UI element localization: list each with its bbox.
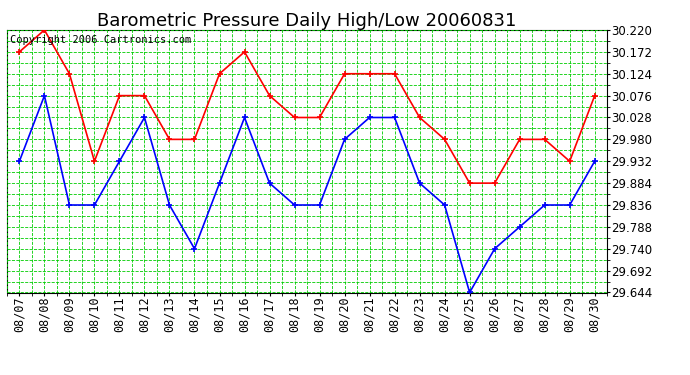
Text: Copyright 2006 Cartronics.com: Copyright 2006 Cartronics.com <box>10 35 191 45</box>
Title: Barometric Pressure Daily High/Low 20060831: Barometric Pressure Daily High/Low 20060… <box>97 12 517 30</box>
